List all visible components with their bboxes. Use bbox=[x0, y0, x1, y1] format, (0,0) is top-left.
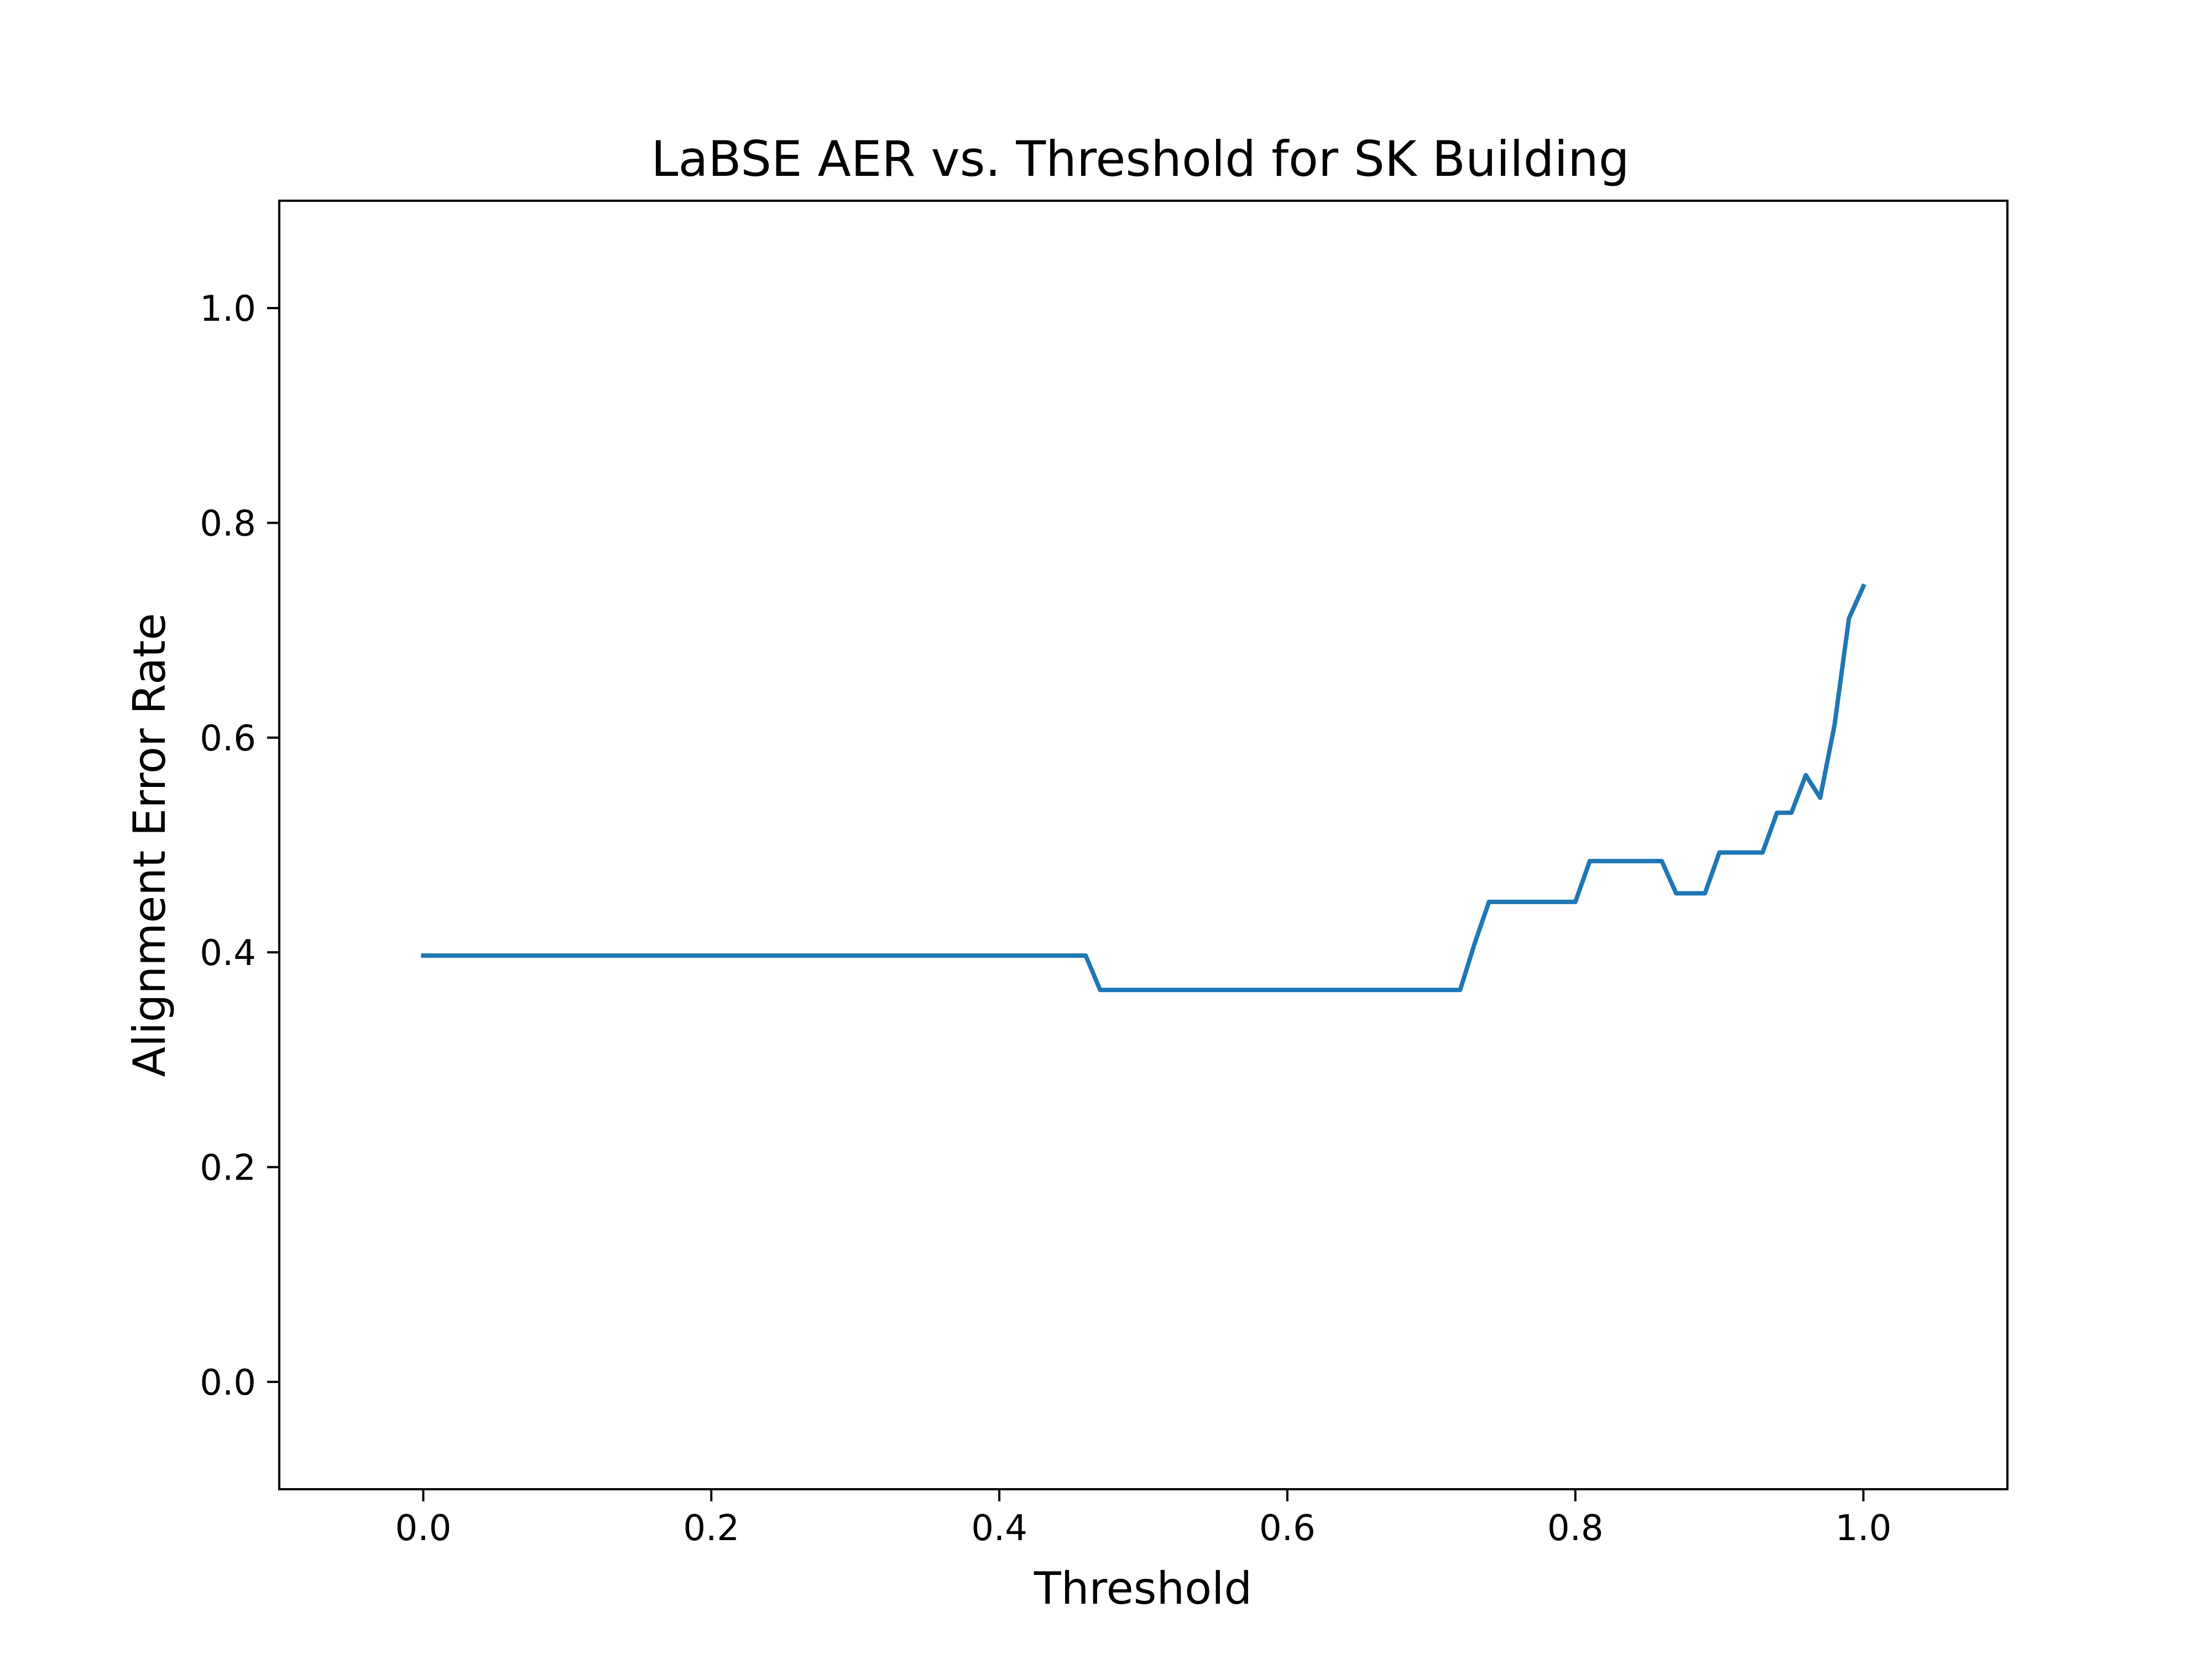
x-tick-label: 0.4 bbox=[971, 1508, 1027, 1549]
y-tick-label: 0.8 bbox=[200, 504, 256, 545]
axes-frame bbox=[278, 200, 2008, 1490]
x-axis-label: Threshold bbox=[1034, 1563, 1252, 1614]
x-tick-label: 0.8 bbox=[1547, 1508, 1604, 1549]
x-tick-label: 1.0 bbox=[1835, 1508, 1892, 1549]
plot-area: 0.0 0.2 0.4 0.6 0.8 1.0 0.0 0.2 0.4 0.6 0.8 1.0 bbox=[200, 289, 1891, 1549]
y-tick-label: 0.6 bbox=[200, 718, 256, 759]
x-tick-label: 0.0 bbox=[395, 1508, 452, 1549]
x-tick-label: 0.6 bbox=[1259, 1508, 1316, 1549]
y-tick-label: 0.4 bbox=[200, 933, 256, 974]
y-tick-label: 1.0 bbox=[200, 289, 256, 330]
chart-title: LaBSE AER vs. Threshold for SK Building bbox=[651, 131, 1629, 187]
y-axis-label: Alignment Error Rate bbox=[124, 613, 175, 1077]
y-tick-label: 0.2 bbox=[200, 1148, 256, 1189]
series-line-0 bbox=[421, 583, 1866, 993]
y-tick-label: 0.0 bbox=[200, 1363, 256, 1404]
x-tick-label: 0.2 bbox=[683, 1508, 739, 1549]
